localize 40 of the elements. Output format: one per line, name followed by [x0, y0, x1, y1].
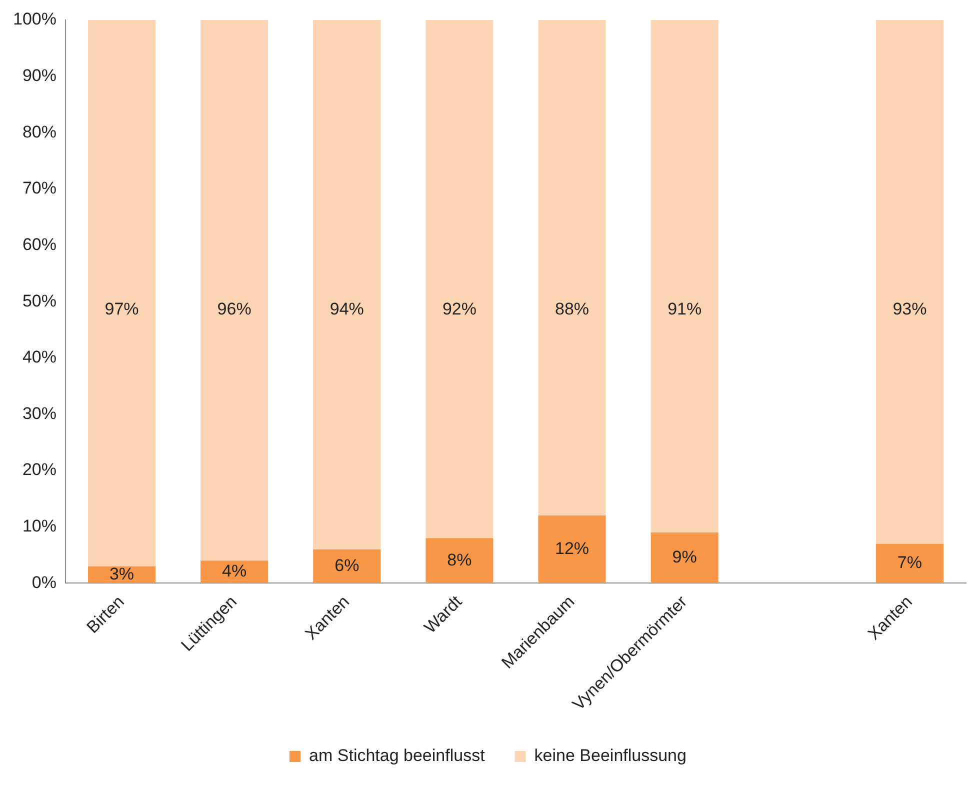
bar — [200, 20, 268, 561]
y-tick-label: 100% — [12, 10, 56, 29]
data-label: 88% — [555, 300, 590, 319]
data-label: 4% — [222, 562, 247, 581]
data-label: 12% — [555, 539, 590, 558]
bar — [88, 20, 156, 566]
bar — [313, 20, 381, 550]
y-tick-label: 70% — [22, 178, 56, 198]
y-tick-label: 0% — [32, 572, 56, 592]
legend-label: am Stichtag beeinflusst — [309, 746, 486, 766]
y-tick-label: 30% — [22, 404, 56, 423]
bar — [538, 20, 606, 516]
y-tick-label: 60% — [22, 234, 56, 254]
y-tick-label: 10% — [22, 516, 56, 536]
y-tick-label: 80% — [22, 122, 56, 142]
bar — [426, 20, 494, 538]
bar — [876, 20, 944, 544]
bar — [313, 549, 381, 584]
data-label: 94% — [330, 300, 364, 319]
bar — [650, 532, 718, 584]
data-label: 97% — [104, 300, 139, 319]
bar — [200, 560, 268, 584]
data-label: 96% — [217, 300, 252, 319]
data-label: 6% — [334, 556, 360, 575]
data-label: 92% — [442, 300, 476, 319]
bar — [876, 544, 944, 584]
data-label: 7% — [897, 553, 922, 572]
y-tick-label: 90% — [22, 66, 56, 85]
bar — [426, 538, 494, 584]
bar — [538, 516, 606, 584]
legend-label: keine Beeinflussung — [534, 746, 686, 766]
data-label: 9% — [672, 547, 697, 566]
y-tick-label: 50% — [22, 291, 56, 310]
data-label: 3% — [109, 564, 134, 584]
data-label: 91% — [668, 300, 702, 319]
bar — [650, 20, 718, 532]
data-label: 93% — [892, 300, 927, 319]
y-tick-label: 20% — [22, 460, 56, 480]
data-label: 8% — [447, 550, 472, 570]
y-tick-label: 40% — [22, 348, 56, 367]
